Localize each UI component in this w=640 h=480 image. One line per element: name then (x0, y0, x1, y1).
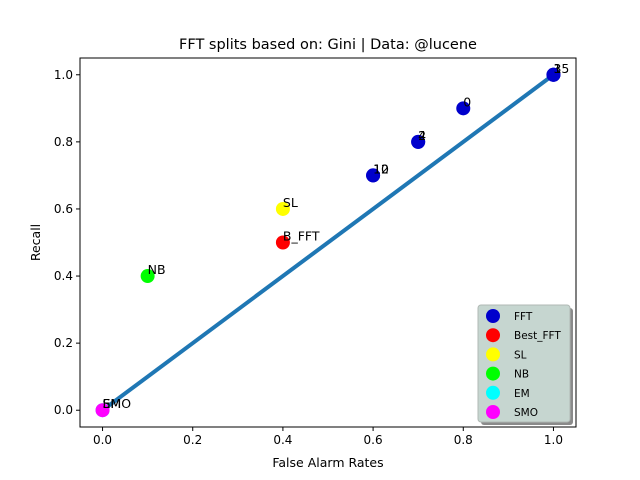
x-tick-label: 0.6 (364, 433, 383, 447)
point-label: 15 (553, 61, 569, 76)
legend-marker (486, 366, 500, 381)
plot-frame (79, 57, 577, 428)
legend-marker (486, 328, 500, 343)
y-tick-label: 0.2 (54, 336, 73, 350)
point-fft (411, 134, 426, 149)
x-tick-label: 0.4 (273, 433, 292, 447)
chart-title: FFT splits based on: Gini | Data: @lucen… (179, 37, 477, 53)
legend-box (477, 304, 571, 423)
point-label: B_FFT (283, 229, 320, 244)
legend-marker (486, 347, 500, 362)
x-tick-label: 0.2 (183, 433, 202, 447)
x-tick-label: 0.8 (454, 433, 473, 447)
legend-entry: FFT (514, 311, 533, 323)
legend-entry: EM (514, 388, 530, 400)
point-label: 1 (553, 61, 561, 76)
point-nb (140, 269, 155, 284)
legend-marker (486, 309, 500, 323)
point-label: 3 (553, 61, 561, 76)
legend-marker (486, 405, 500, 419)
diagonal-line (101, 73, 555, 412)
point-label: NB (148, 262, 166, 277)
point-sl (275, 201, 290, 216)
point-label: 4 (418, 128, 426, 143)
y-tick-label: 1.0 (54, 68, 73, 82)
point-label: EM (103, 396, 122, 411)
legend-entry: NB (514, 369, 529, 381)
legend-entry: Best_FFT (514, 330, 561, 342)
legend-marker (486, 385, 500, 400)
y-tick-label: 0.8 (54, 135, 73, 149)
point-fft (546, 67, 561, 82)
point-label: 12 (373, 161, 389, 176)
legend-entry: SL (514, 349, 527, 361)
y-tick-label: 0.6 (54, 202, 73, 216)
point-label: SL (283, 195, 298, 210)
legend-entry: SMO (514, 407, 538, 419)
y-axis-label: Recall (28, 224, 43, 261)
point-label: 2 (418, 128, 426, 143)
point-fft (366, 168, 381, 183)
point-fft (456, 101, 471, 116)
point-label: SMO (103, 396, 132, 411)
point-label: 10 (373, 161, 389, 176)
y-tick-label: 0.0 (54, 403, 73, 417)
x-axis-label: False Alarm Rates (272, 455, 383, 470)
x-tick-label: 1.0 (544, 433, 563, 447)
point-best-fft (275, 235, 290, 250)
y-tick-label: 0.4 (54, 269, 73, 283)
x-tick-label: 0.0 (93, 433, 112, 447)
point-label: 0 (463, 94, 471, 109)
point-smo (95, 403, 110, 418)
